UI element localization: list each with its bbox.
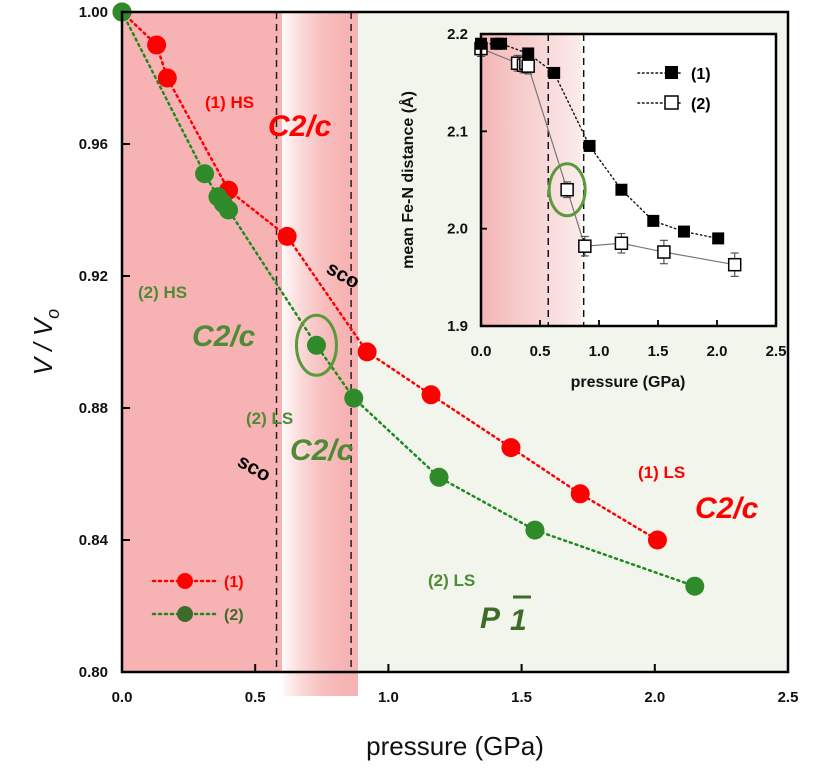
main-x-axis-label: pressure (GPa) (366, 731, 544, 761)
inset-y-tick-label: 2.1 (447, 123, 468, 140)
inset-series-1-point (522, 47, 535, 60)
inset-series-1-point (495, 37, 508, 50)
main-y-axis-label: V / Vo (28, 309, 63, 375)
main-x-tick-label: 1.0 (378, 689, 399, 706)
legend-2-marker (177, 606, 193, 622)
inset-series-1-point (583, 139, 596, 152)
series-2-point (525, 520, 545, 540)
annotation-hs2-group: C2/c (192, 320, 256, 353)
circled-point-marker (294, 313, 338, 377)
inset-x-tick-label: 1.0 (589, 343, 610, 360)
annotation-ls1-label: (1) LS (638, 463, 685, 482)
main-x-tick-label: 1.5 (511, 689, 532, 706)
inset-series-2-point (578, 239, 592, 253)
inset-hs-region (481, 34, 581, 326)
inset-axes-frame (479, 32, 778, 328)
annotation-hs1-group: C2/c (268, 110, 332, 143)
series-2-point (429, 467, 449, 487)
inset-x-tick-label: 1.5 (648, 343, 669, 360)
legend-2-label: (2) (224, 607, 244, 624)
inset-series-1-point (615, 183, 628, 196)
inset-series-1-point (712, 232, 725, 245)
main-legend: (1) (2) (151, 573, 244, 624)
inset-series-2-point (657, 245, 671, 259)
main-x-tick-label: 2.5 (778, 689, 799, 706)
inset-series-2-point (614, 236, 629, 251)
annotation-hs1-label: (1) HS (205, 93, 254, 112)
series-1-point (277, 226, 297, 246)
series-2-line (120, 10, 697, 588)
inset-circled-point-marker (547, 162, 587, 218)
legend-1-marker (177, 573, 193, 589)
inset-series-2-point (521, 59, 535, 73)
annotation-ls2-group: C2/c (290, 434, 354, 467)
inset-y-tick-label: 2.2 (447, 26, 468, 43)
inset-legend-2-marker (664, 95, 679, 110)
series-1-point (570, 484, 590, 504)
inset-y-tick-label: 1.9 (447, 318, 468, 335)
inset-x-tick-label: 2.0 (707, 343, 728, 360)
series-1-point (501, 438, 521, 458)
series-2-point (195, 164, 215, 184)
main-x-ticks: 0.0 0.5 1.0 1.5 2.0 2.5 (112, 664, 799, 706)
series-1-point (357, 342, 377, 362)
inset-series-2-point (727, 257, 742, 272)
series-2-point (344, 388, 364, 408)
inset-y-axis-label: mean Fe-N distance (Å) (398, 91, 417, 269)
series-2-points (112, 2, 705, 596)
series-1-point (647, 530, 667, 550)
inset-legend-1-label: (1) (691, 66, 711, 83)
inset-legend-2-label: (2) (691, 96, 711, 113)
series-2-point (219, 200, 239, 220)
main-y-axis-subscript: o (43, 309, 63, 319)
series-2-point (306, 335, 326, 355)
inset-legend-1-marker (665, 66, 678, 79)
main-y-tick-label: 0.84 (79, 532, 109, 549)
inset-legend: (1) (2) (637, 66, 711, 113)
annotation-ls2b-group-number: 1 (510, 604, 527, 637)
series-1-point (147, 35, 167, 55)
series-1-points (112, 2, 667, 550)
main-x-tick-label: 0.0 (112, 689, 133, 706)
inset-series-2-point (560, 182, 574, 197)
legend-1-label: (1) (224, 574, 244, 591)
series-1-point (421, 385, 441, 405)
main-x-tick-label: 2.0 (644, 689, 665, 706)
annotation-ls2b-label: (2) LS (428, 571, 475, 590)
main-y-tick-label: 1.00 (79, 4, 108, 21)
annotation-ls1-group: C2/c (695, 492, 759, 525)
annotation-ls2-label: (2) LS (246, 409, 293, 428)
annotation-ls2b-group-letter: P (480, 602, 501, 635)
hs-region (122, 12, 282, 672)
main-y-tick-label: 0.80 (79, 664, 108, 681)
inset-y-ticks: 1.9 2.0 2.1 2.2 (447, 26, 487, 335)
series-2-point (685, 576, 705, 596)
main-y-tick-label: 0.92 (79, 268, 108, 285)
inset-x-axis-label: pressure (GPa) (571, 374, 686, 391)
main-y-tick-label: 0.88 (79, 400, 108, 417)
inset-y-tick-label: 2.0 (447, 221, 468, 238)
inset-x-tick-label: 2.5 (766, 343, 787, 360)
inset-series-1-point (677, 225, 690, 238)
series-1-point (157, 68, 177, 88)
inset-x-tick-label: 0.5 (530, 343, 551, 360)
inset-x-ticks: 0.0 0.5 1.0 1.5 2.0 2.5 (471, 320, 787, 360)
inset-series-1-point (647, 214, 660, 227)
main-x-tick-label: 0.5 (245, 689, 266, 706)
inset-x-tick-label: 0.0 (471, 343, 492, 360)
main-y-tick-label: 0.96 (79, 136, 108, 153)
main-y-ticks: 0.80 0.84 0.88 0.92 0.96 1.00 (79, 4, 130, 681)
main-axes-frame (120, 10, 790, 674)
annotation-hs2-label: (2) HS (138, 283, 187, 302)
inset-plot: 0.0 0.5 1.0 1.5 2.0 2.5 1.9 2.0 2.1 2.2 pressure… (398, 26, 786, 391)
inset-series-1-point (548, 66, 561, 79)
series-1-line (120, 10, 659, 542)
